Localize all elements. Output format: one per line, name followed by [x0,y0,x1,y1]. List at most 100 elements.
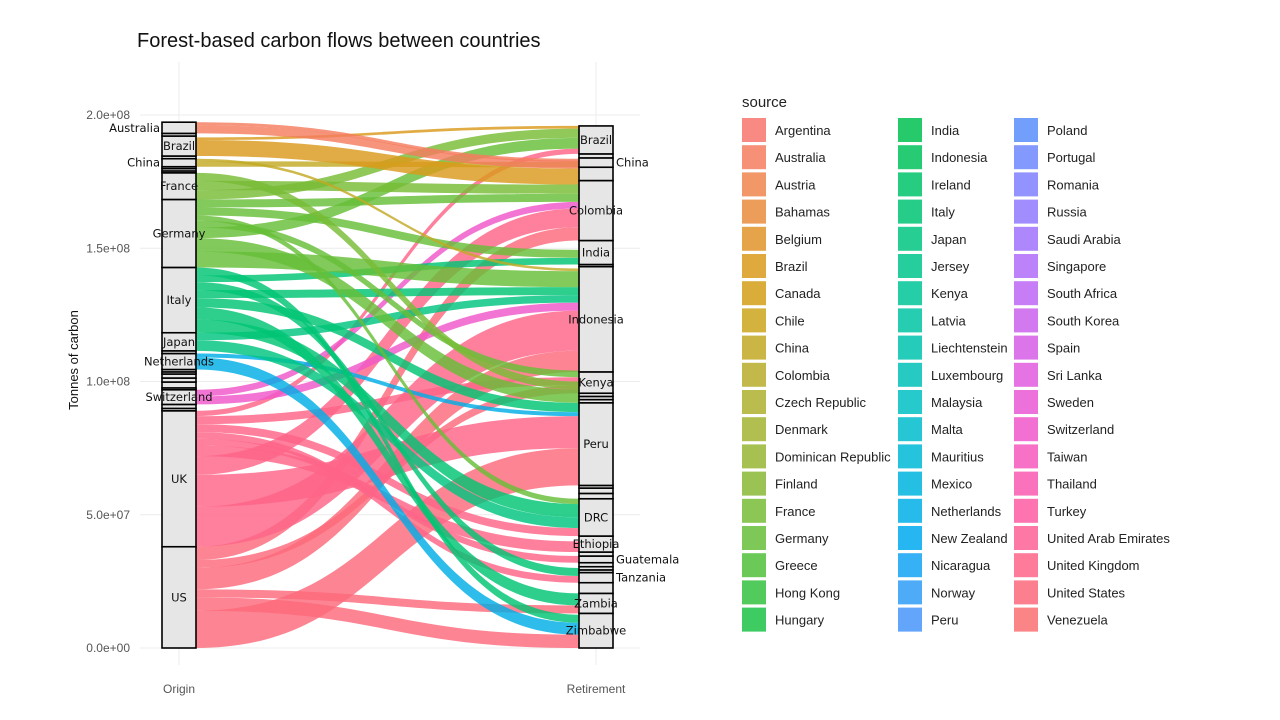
stratum-label: Guatemala [616,552,679,566]
y-tick-label: 5.0e+07 [86,508,130,522]
flow-ribbon [196,140,579,185]
flow-ribbon [196,319,579,518]
legend-label: Romania [1047,177,1100,192]
legend-label: Netherlands [931,504,1002,519]
legend-swatch [742,335,766,360]
legend-swatch [1014,607,1038,632]
flow-ribbon [196,207,579,258]
y-tick-label: 1.5e+08 [86,241,130,255]
legend-swatch [898,199,922,224]
legend-swatch [1014,417,1038,442]
legend-swatch [898,417,922,442]
legend-label: Brazil [775,259,808,274]
stratum-label: Ethiopia [573,537,620,551]
legend-swatch [742,390,766,414]
legend-label: United Kingdom [1047,558,1140,573]
legend-label: Thailand [1047,477,1097,492]
legend-swatch [1014,281,1038,306]
legend-label: Colombia [775,368,831,383]
legend-label: Luxembourg [931,368,1003,383]
legend-swatch [742,498,766,523]
flow-ribbon [196,180,579,194]
x-tick-label: Origin [163,682,195,696]
legend-label: Italy [931,205,955,220]
legend-swatch [742,553,766,578]
stratum-label: Peru [583,437,609,451]
flow-ribbon [196,193,579,208]
legend-label: Finland [775,477,818,492]
flow-ribbon [196,158,579,272]
stratum-box [578,612,614,649]
legend-label: Bahamas [775,205,830,220]
stratum-box [578,402,614,487]
legend-swatch [1014,254,1038,278]
flow-ribbon [196,227,579,561]
flow-ribbon [196,424,579,537]
flow-ribbon [196,215,579,505]
legend-label: Turkey [1047,504,1087,519]
legend-label: Portugal [1047,150,1096,165]
stratum-box [578,497,614,537]
stratum-box [161,410,197,548]
legend-label: Dominican Republic [775,449,891,464]
flow-ribbon [196,172,579,390]
stratum-label: Zambia [574,596,618,610]
legend-label: United States [1047,585,1126,600]
legend-label: Belgium [775,232,822,247]
legend-label: Mexico [931,477,972,492]
stratum-label: China [127,156,160,170]
legend-label: Mauritius [931,449,984,464]
legend-swatch [898,444,922,469]
flow-ribbon [196,597,579,648]
legend-label: Malaysia [931,395,983,410]
legend-label: Australia [775,150,826,165]
stratum-label: Brazil [163,139,195,153]
stratum-label: Switzerland [145,390,212,404]
legend-swatch [898,172,922,197]
stratum-box [578,555,614,564]
stratum-label: Germany [153,226,206,240]
legend-swatch [1014,226,1038,251]
flow-ribbon [196,298,579,413]
flow-ribbon [196,353,579,417]
strata: US UK Switzerland Netherlands Japan Italy Germ… [109,121,679,649]
legend-swatch [1014,526,1038,550]
legend-swatch [742,172,766,197]
legend-label: Japan [931,232,966,247]
flows [196,122,579,648]
legend-label: Norway [931,585,976,600]
legend-label: Greece [775,558,818,573]
legend-swatch [1014,335,1038,360]
legend-label: South Korea [1047,313,1120,328]
legend-label: Poland [1047,123,1087,138]
legend-label: Hong Kong [775,585,840,600]
legend-swatch [898,580,922,605]
y-tick-label: 0.0e+00 [86,641,130,655]
flow-ribbon [196,307,579,606]
legend-label: France [775,504,815,519]
legend-swatch [1014,362,1038,387]
legend-label: Latvia [931,313,966,328]
flow-ribbon [196,238,579,403]
stratum-label: Colombia [569,204,623,218]
legend-swatch [742,471,766,496]
legend-label: Denmark [775,422,828,437]
legend-swatch [1014,553,1038,578]
stratum-label: Tanzania [615,571,666,585]
legend-label: Ireland [931,177,971,192]
legend-swatch [898,335,922,360]
axes: 0.0e+00 5.0e+07 1.0e+08 1.5e+08 2.0e+08 Origi… [86,108,626,696]
stratum-label: UK [171,472,187,486]
legend-label: Nicaragua [931,558,991,573]
legend-swatch [742,362,766,387]
flow-ribbon [196,357,579,635]
stratum-box [578,179,614,242]
legend-swatch [742,580,766,605]
legend-label: India [931,123,960,138]
y-axis-label: Tonnes of carbon [66,310,81,410]
legend-swatch [742,526,766,550]
legend: source Argentina Australia Austria Bahamas B… [742,94,1170,632]
legend-swatch [1014,145,1038,170]
legend-label: Austria [775,177,816,192]
legend-swatch [898,498,922,523]
